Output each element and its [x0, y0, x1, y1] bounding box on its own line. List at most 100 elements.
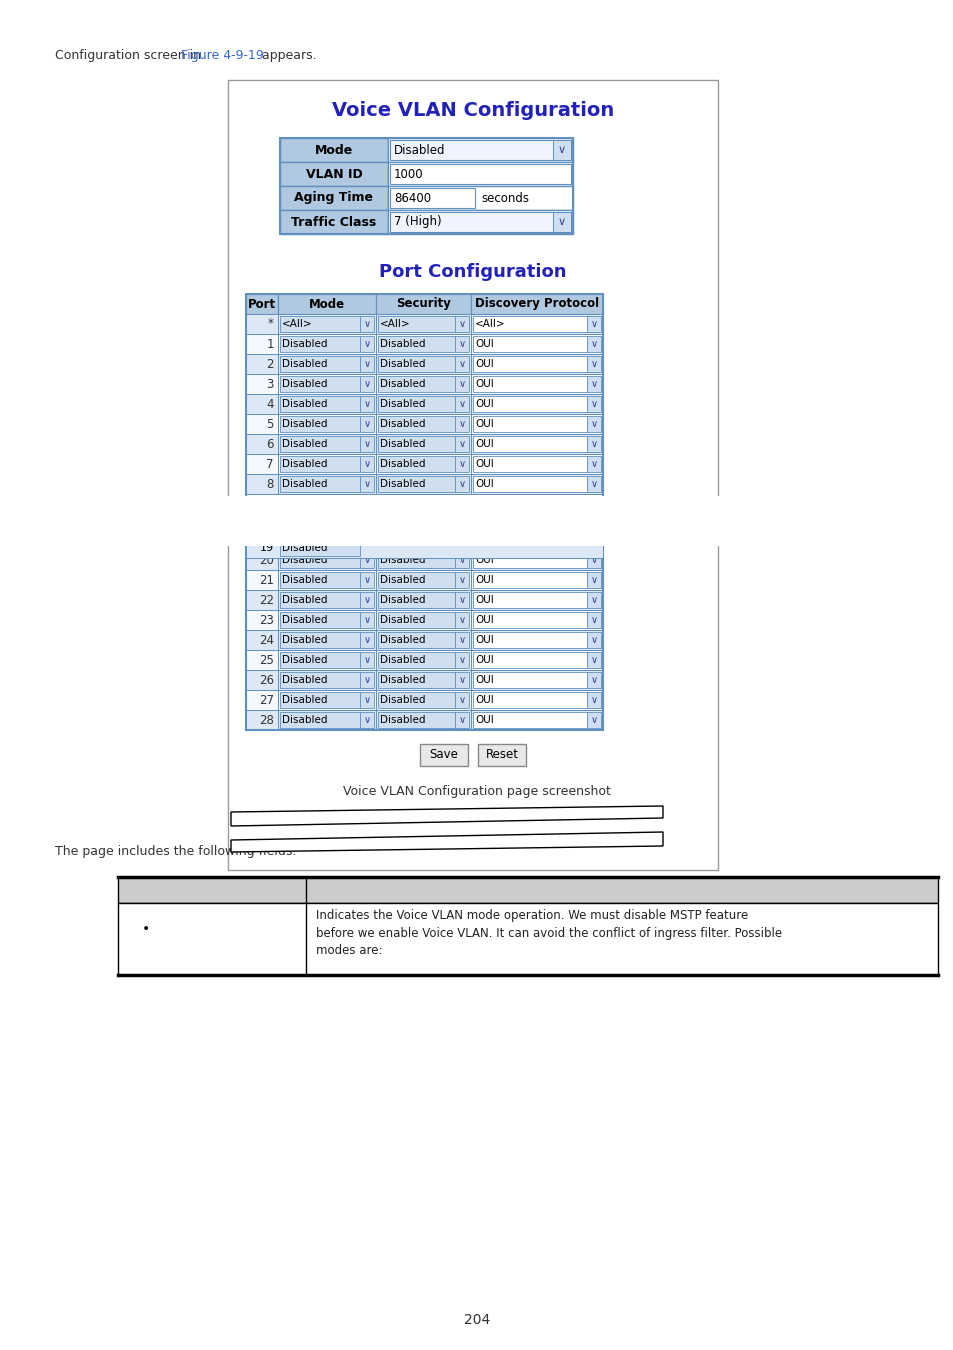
Text: ∨: ∨: [590, 616, 597, 625]
Text: Disabled: Disabled: [282, 555, 327, 566]
Bar: [359, 711, 374, 728]
Text: 1: 1: [266, 338, 274, 351]
Bar: [390, 140, 571, 161]
Bar: [471, 610, 602, 630]
Text: Disabled: Disabled: [282, 695, 327, 705]
Text: Disabled: Disabled: [282, 439, 327, 450]
Text: Disabled: Disabled: [282, 479, 327, 489]
Bar: [455, 593, 469, 608]
Text: ∨: ∨: [458, 400, 465, 409]
Bar: [280, 377, 359, 392]
Text: ∨: ∨: [458, 595, 465, 605]
Text: 23: 23: [259, 613, 274, 626]
Text: *: *: [268, 317, 274, 331]
Bar: [586, 336, 600, 352]
Text: ∨: ∨: [458, 459, 465, 468]
Text: Disabled: Disabled: [379, 418, 425, 429]
Text: OUI: OUI: [475, 479, 494, 489]
Bar: [586, 396, 600, 412]
Text: ∨: ∨: [590, 339, 597, 350]
Text: 3: 3: [266, 378, 274, 390]
Bar: [277, 590, 375, 610]
Polygon shape: [231, 832, 662, 852]
Text: ∨: ∨: [363, 479, 370, 489]
Text: ∨: ∨: [590, 400, 597, 409]
Text: 28: 28: [259, 714, 274, 726]
Bar: [471, 315, 602, 333]
Bar: [280, 138, 388, 162]
Text: ∨: ∨: [458, 575, 465, 585]
Bar: [473, 477, 586, 491]
Bar: [455, 572, 469, 589]
Bar: [359, 652, 374, 668]
Bar: [471, 649, 602, 670]
Text: 21: 21: [258, 574, 274, 586]
Bar: [455, 396, 469, 412]
Text: OUI: OUI: [475, 575, 494, 585]
Text: 20: 20: [259, 554, 274, 567]
Text: Port: Port: [248, 297, 275, 310]
Bar: [359, 632, 374, 648]
Bar: [455, 377, 469, 392]
Text: ∨: ∨: [590, 459, 597, 468]
Bar: [377, 612, 455, 628]
Text: OUI: OUI: [475, 634, 494, 645]
Text: ∨: ∨: [590, 716, 597, 725]
Bar: [586, 477, 600, 491]
Text: Indicates the Voice VLAN mode operation. We must disable MSTP feature: Indicates the Voice VLAN mode operation.…: [315, 909, 747, 922]
Bar: [471, 394, 602, 414]
Text: ∨: ∨: [363, 359, 370, 369]
Text: ∨: ∨: [458, 695, 465, 705]
Text: Disabled: Disabled: [282, 595, 327, 605]
Bar: [473, 632, 586, 648]
Bar: [471, 333, 602, 354]
Text: OUI: OUI: [475, 400, 494, 409]
Bar: [280, 711, 359, 728]
Bar: [586, 377, 600, 392]
Bar: [246, 454, 277, 474]
Bar: [377, 477, 455, 491]
Text: Disabled: Disabled: [379, 716, 425, 725]
Bar: [277, 649, 375, 670]
Bar: [246, 649, 277, 670]
Bar: [586, 593, 600, 608]
Bar: [375, 670, 471, 690]
Text: <All>: <All>: [379, 319, 410, 329]
Bar: [246, 333, 277, 354]
Bar: [280, 593, 359, 608]
Bar: [586, 711, 600, 728]
Text: ∨: ∨: [363, 400, 370, 409]
Bar: [377, 356, 455, 373]
Text: ∨: ∨: [363, 716, 370, 725]
Text: VLAN ID: VLAN ID: [305, 167, 362, 181]
Bar: [375, 570, 471, 590]
Text: ∨: ∨: [590, 439, 597, 450]
Text: ∨: ∨: [590, 418, 597, 429]
Bar: [377, 336, 455, 352]
Text: Aging Time: Aging Time: [294, 192, 374, 204]
Text: ∨: ∨: [590, 319, 597, 329]
Bar: [375, 354, 471, 374]
Bar: [377, 436, 455, 452]
Bar: [359, 552, 374, 568]
Bar: [388, 138, 573, 162]
Bar: [586, 632, 600, 648]
Bar: [473, 316, 586, 332]
Bar: [455, 612, 469, 628]
Text: Disabled: Disabled: [282, 418, 327, 429]
Bar: [375, 474, 471, 494]
Bar: [280, 316, 359, 332]
Bar: [473, 416, 586, 432]
Text: 4: 4: [266, 397, 274, 410]
Bar: [471, 630, 602, 649]
Bar: [277, 294, 375, 315]
Bar: [419, 744, 468, 765]
Text: ∨: ∨: [363, 695, 370, 705]
Bar: [118, 903, 937, 975]
Bar: [455, 336, 469, 352]
Text: 86400: 86400: [394, 192, 431, 204]
Text: Security: Security: [395, 297, 451, 310]
Bar: [455, 316, 469, 332]
Bar: [477, 744, 525, 765]
Bar: [246, 354, 277, 374]
